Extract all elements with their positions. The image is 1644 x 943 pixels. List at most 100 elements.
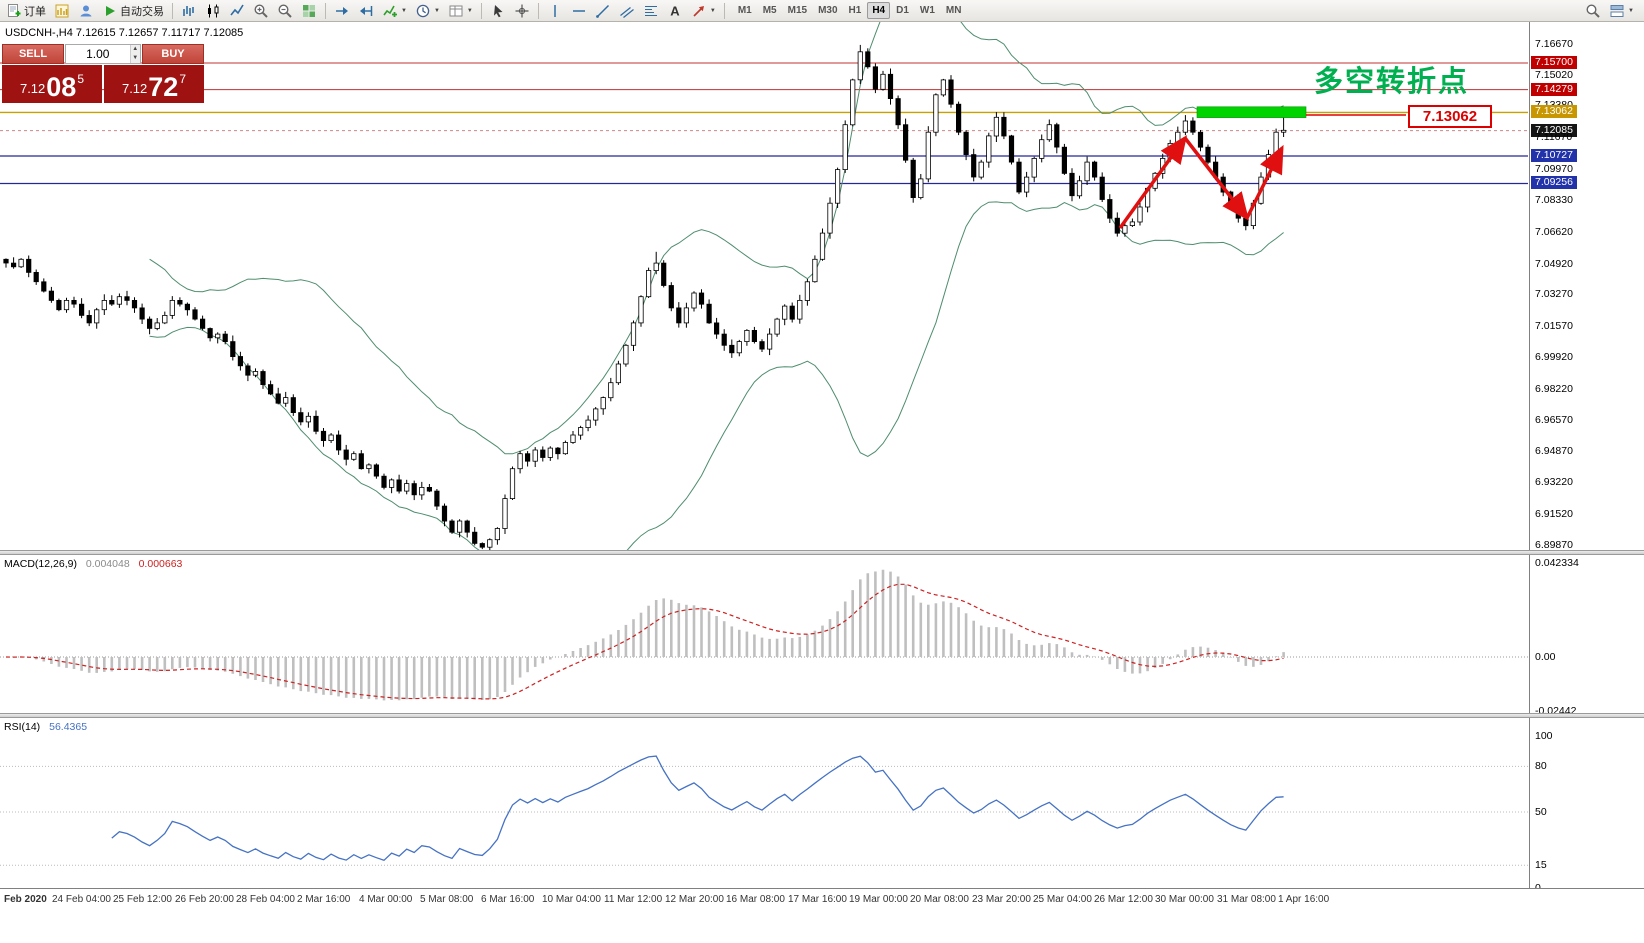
toolbar-indicators[interactable]: ▼ xyxy=(378,1,411,21)
trend-arrow[interactable] xyxy=(1183,136,1250,221)
toolbar-zoom-in[interactable] xyxy=(249,1,273,21)
caret-down-icon: ▼ xyxy=(1628,7,1634,14)
timeframe-m15[interactable]: M15 xyxy=(783,2,812,19)
sell-price-pips: 08 xyxy=(46,72,77,102)
time-axis-label: 25 Feb 12:00 xyxy=(113,894,172,905)
timeframe-group: M1 M5 M15 M30 H1 H4 D1 W1 MN xyxy=(733,2,967,19)
toolbar-separator xyxy=(325,2,326,19)
time-axis-label: 1 Apr 16:00 xyxy=(1278,894,1330,905)
price-scale-tick: 6.96570 xyxy=(1535,414,1573,426)
toolbar-auto-trading[interactable]: 自动交易 xyxy=(98,1,168,21)
buy-button[interactable]: BUY xyxy=(142,44,204,64)
price-scale-tick: 7.15020 xyxy=(1535,69,1573,81)
price-level-label: 7.10727 xyxy=(1531,149,1577,162)
toolbar-chart-shift[interactable] xyxy=(354,1,378,21)
toolbar-crosshair[interactable] xyxy=(510,1,534,21)
sell-price-prefix: 7.12 xyxy=(19,81,46,96)
main-price-chart[interactable] xyxy=(0,22,1644,552)
rsi-scale-tick: 15 xyxy=(1535,859,1547,871)
highlight-zone[interactable] xyxy=(1196,106,1307,118)
bollinger-lower-band xyxy=(149,201,1284,552)
time-axis-label: 24 Feb 04:00 xyxy=(52,894,111,905)
toolbar-tile-windows[interactable] xyxy=(297,1,321,21)
timeframe-mn[interactable]: MN xyxy=(941,2,967,19)
sell-button[interactable]: SELL xyxy=(2,44,64,64)
toolbar-new-order[interactable]: 订单 xyxy=(2,1,50,21)
toolbar-bar-chart-mode[interactable] xyxy=(177,1,201,21)
timeframe-m30[interactable]: M30 xyxy=(813,2,842,19)
price-callout[interactable]: 7.13062 xyxy=(1408,105,1492,128)
toolbar-line-chart-mode[interactable] xyxy=(225,1,249,21)
panel-separator-macd[interactable] xyxy=(0,550,1644,555)
timeframe-m5[interactable]: M5 xyxy=(758,2,782,19)
candlestick-series xyxy=(3,44,1287,552)
volume-field: ▲ ▼ xyxy=(65,44,141,64)
panel-separator-rsi[interactable] xyxy=(0,713,1644,718)
timeframe-h4[interactable]: H4 xyxy=(867,2,891,19)
buy-price-prefix: 7.12 xyxy=(121,81,148,96)
toolbar-trendline[interactable] xyxy=(591,1,615,21)
toolbar-arrows[interactable]: ▼ xyxy=(687,1,720,21)
toolbar-vertical-line[interactable] xyxy=(543,1,567,21)
toolbar-equidistant-channel[interactable] xyxy=(615,1,639,21)
sell-price-point: 5 xyxy=(77,72,85,86)
play-icon xyxy=(102,3,118,19)
volume-input[interactable] xyxy=(66,45,130,63)
toolbar-charts[interactable] xyxy=(50,1,74,21)
rsi-scale-tick: 50 xyxy=(1535,806,1547,818)
macd-panel[interactable] xyxy=(0,555,1644,713)
time-axis-label: 25 Mar 04:00 xyxy=(1033,894,1092,905)
toolbar-periods[interactable]: ▼ xyxy=(411,1,444,21)
macd-scale-tick: 0.042334 xyxy=(1535,557,1579,569)
toolbar-cursor[interactable] xyxy=(486,1,510,21)
sell-price-display[interactable]: 7.12 08 5 xyxy=(2,65,102,103)
vline-icon xyxy=(547,3,563,19)
toolbar-horizontal-line[interactable] xyxy=(567,1,591,21)
toolbar-text-label[interactable]: A xyxy=(663,1,687,21)
price-scale-tick: 7.06620 xyxy=(1535,226,1573,238)
timeframe-h1[interactable]: H1 xyxy=(844,2,867,19)
time-axis-label: 4 Mar 00:00 xyxy=(359,894,413,905)
macd-label: MACD(12,26,9) 0.004048 0.000663 xyxy=(4,558,182,570)
spinner-down-icon[interactable]: ▼ xyxy=(130,54,140,63)
price-scale-tick: 6.89870 xyxy=(1535,539,1573,551)
toolbar-right-group: ▼ xyxy=(1581,1,1644,21)
chart-area: USDCNH-,H4 7.12615 7.12657 7.11717 7.120… xyxy=(0,22,1644,943)
volume-spinner: ▲ ▼ xyxy=(129,45,140,63)
time-axis-label: 5 Mar 08:00 xyxy=(420,894,474,905)
grid-icon xyxy=(301,3,317,19)
indicator-icon xyxy=(382,3,398,19)
time-axis-label: 2 Mar 16:00 xyxy=(297,894,351,905)
shift-icon xyxy=(358,3,374,19)
time-axis[interactable]: Feb 2020 24 Feb 04:00 25 Feb 12:00 26 Feb 2… xyxy=(0,888,1644,913)
toolbar-zoom-out[interactable] xyxy=(273,1,297,21)
buy-price-display[interactable]: 7.12 72 7 xyxy=(104,65,204,103)
timeframe-d1[interactable]: D1 xyxy=(891,2,914,19)
price-level-label: 7.15700 xyxy=(1531,56,1577,69)
timeframe-m1[interactable]: M1 xyxy=(733,2,757,19)
horizontal-level-lines[interactable] xyxy=(0,62,1528,185)
search-icon xyxy=(1585,3,1601,19)
toolbar-auto-scroll[interactable] xyxy=(330,1,354,21)
toolbar-templates[interactable]: ▼ xyxy=(444,1,477,21)
rsi-title: RSI(14) xyxy=(4,721,41,733)
time-axis-label: 26 Mar 12:00 xyxy=(1094,894,1153,905)
time-axis-label: 19 Mar 00:00 xyxy=(849,894,908,905)
macd-main-value: 0.004048 xyxy=(85,558,130,570)
trend-arrow[interactable] xyxy=(1118,135,1188,230)
price-scale[interactable]: 7.166707.157007.150207.142797.133807.130… xyxy=(1529,22,1644,894)
rsi-panel[interactable] xyxy=(0,718,1644,888)
toolbar-panels[interactable]: ▼ xyxy=(1605,1,1638,21)
toolbar-profiles[interactable] xyxy=(74,1,98,21)
price-scale-tick: 7.16670 xyxy=(1535,38,1573,50)
toolbar-search[interactable] xyxy=(1581,1,1605,21)
spinner-up-icon[interactable]: ▲ xyxy=(130,45,140,54)
zoomout-icon xyxy=(277,3,293,19)
trend-arrow[interactable] xyxy=(1245,144,1284,219)
rsi-scale-tick: 100 xyxy=(1535,730,1553,742)
time-axis-label: 28 Feb 04:00 xyxy=(236,894,295,905)
toolbar-fibonacci[interactable] xyxy=(639,1,663,21)
timeframe-w1[interactable]: W1 xyxy=(915,2,940,19)
toolbar-candle-chart-mode[interactable] xyxy=(201,1,225,21)
panels-icon xyxy=(1609,3,1625,19)
